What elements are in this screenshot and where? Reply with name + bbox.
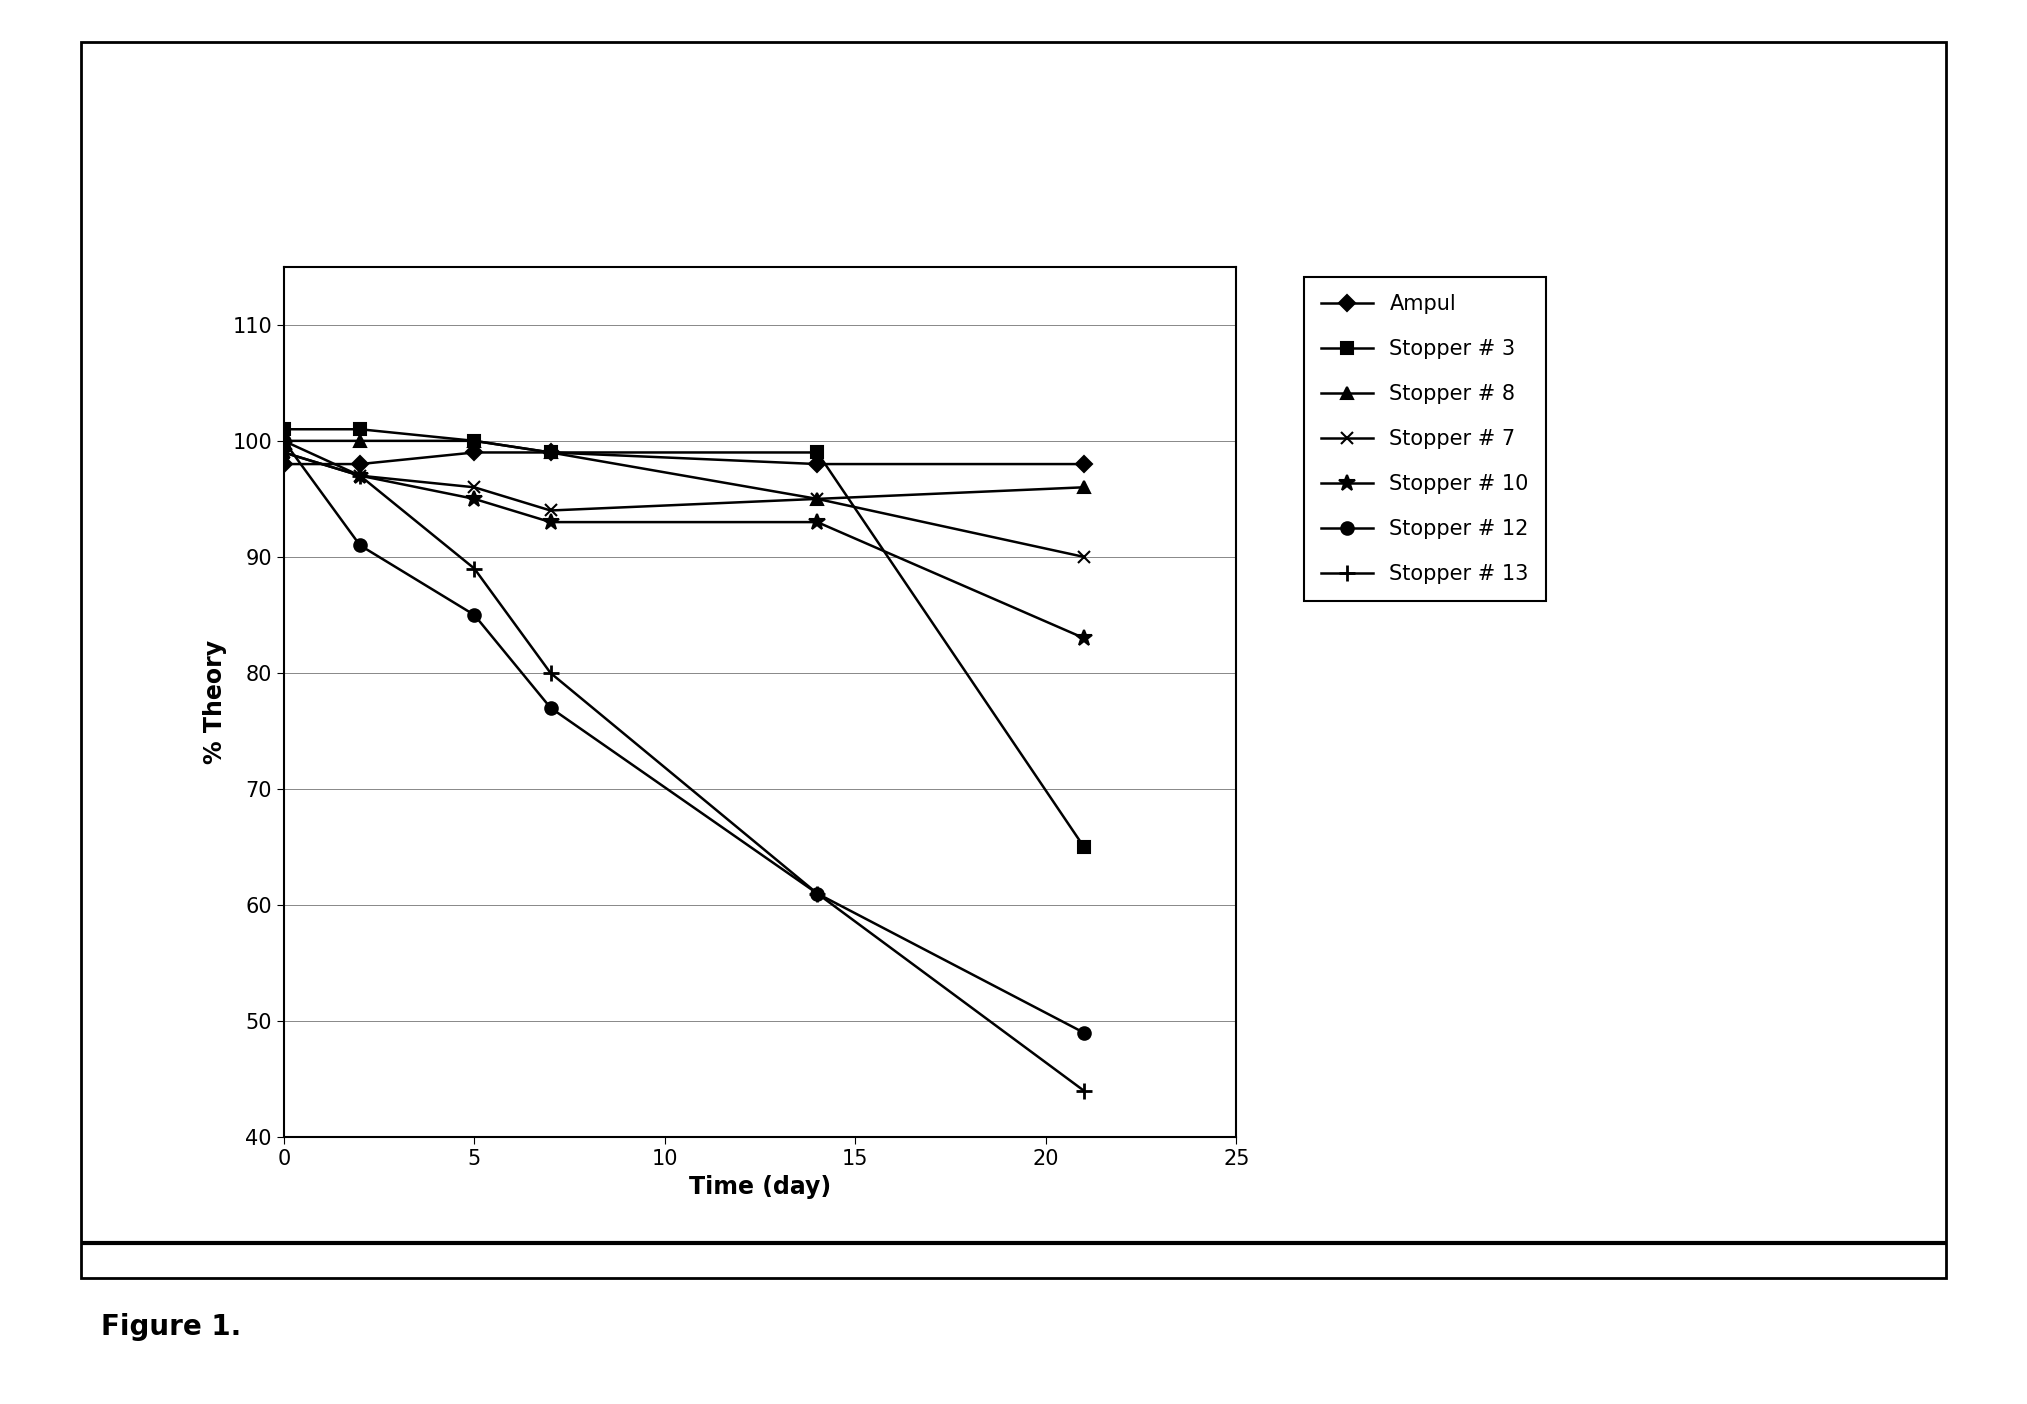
- Stopper # 3: [539, 444, 564, 461]
- Stopper # 8: [349, 432, 373, 449]
- Text: Figure 1.: Figure 1.: [101, 1313, 241, 1341]
- Line: Stopper # 7: Stopper # 7: [278, 446, 1091, 563]
- Stopper # 10: [462, 490, 486, 507]
- Stopper # 7: [1072, 549, 1097, 566]
- Stopper # 10: [1072, 630, 1097, 647]
- Stopper # 12: [539, 699, 564, 716]
- Stopper # 13: [805, 885, 829, 901]
- Legend: Ampul, Stopper # 3, Stopper # 8, Stopper # 7, Stopper # 10, Stopper # 12, Stoppe: Ampul, Stopper # 3, Stopper # 8, Stopper…: [1303, 277, 1545, 601]
- Stopper # 8: [272, 432, 296, 449]
- Stopper # 3: [272, 421, 296, 438]
- Stopper # 12: [462, 607, 486, 623]
- Stopper # 3: [462, 432, 486, 449]
- Stopper # 10: [539, 514, 564, 531]
- Line: Stopper # 13: Stopper # 13: [276, 432, 1093, 1099]
- Stopper # 13: [462, 560, 486, 577]
- Stopper # 12: [1072, 1025, 1097, 1042]
- Stopper # 3: [349, 421, 373, 438]
- Stopper # 7: [349, 468, 373, 484]
- Stopper # 13: [539, 664, 564, 681]
- Line: Stopper # 3: Stopper # 3: [278, 424, 1091, 852]
- Stopper # 7: [272, 444, 296, 461]
- Stopper # 7: [462, 479, 486, 496]
- Stopper # 7: [539, 503, 564, 519]
- Stopper # 8: [805, 490, 829, 507]
- Line: Ampul: Ampul: [278, 446, 1091, 469]
- X-axis label: Time (day): Time (day): [689, 1175, 831, 1199]
- Stopper # 12: [272, 432, 296, 449]
- Ampul: [462, 444, 486, 461]
- Ampul: [349, 456, 373, 473]
- Stopper # 10: [349, 468, 373, 484]
- Stopper # 8: [539, 444, 564, 461]
- Stopper # 3: [1072, 838, 1097, 855]
- Stopper # 8: [462, 432, 486, 449]
- Stopper # 3: [805, 444, 829, 461]
- Line: Stopper # 10: Stopper # 10: [276, 444, 1093, 646]
- Stopper # 10: [805, 514, 829, 531]
- Stopper # 13: [349, 468, 373, 484]
- Stopper # 12: [805, 885, 829, 901]
- Stopper # 13: [272, 432, 296, 449]
- Stopper # 12: [349, 536, 373, 553]
- Ampul: [539, 444, 564, 461]
- Stopper # 8: [1072, 479, 1097, 496]
- Stopper # 7: [805, 490, 829, 507]
- Line: Stopper # 8: Stopper # 8: [278, 435, 1091, 504]
- Ampul: [1072, 456, 1097, 473]
- Line: Stopper # 12: Stopper # 12: [278, 435, 1091, 1039]
- Stopper # 13: [1072, 1082, 1097, 1099]
- Ampul: [272, 456, 296, 473]
- Stopper # 10: [272, 444, 296, 461]
- Y-axis label: % Theory: % Theory: [203, 640, 227, 764]
- Ampul: [805, 456, 829, 473]
